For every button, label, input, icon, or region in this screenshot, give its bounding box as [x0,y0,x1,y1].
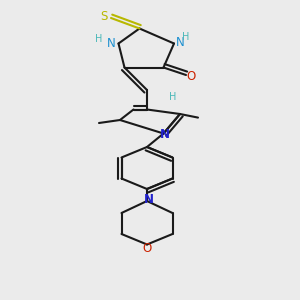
Text: O: O [142,242,152,255]
Text: O: O [187,70,196,83]
Text: N: N [106,37,116,50]
Text: N: N [143,193,154,206]
Text: H: H [182,32,189,43]
Text: N: N [176,35,185,49]
Text: H: H [169,92,176,102]
Text: H: H [95,34,103,44]
Text: S: S [100,10,107,23]
Text: N: N [160,128,170,142]
